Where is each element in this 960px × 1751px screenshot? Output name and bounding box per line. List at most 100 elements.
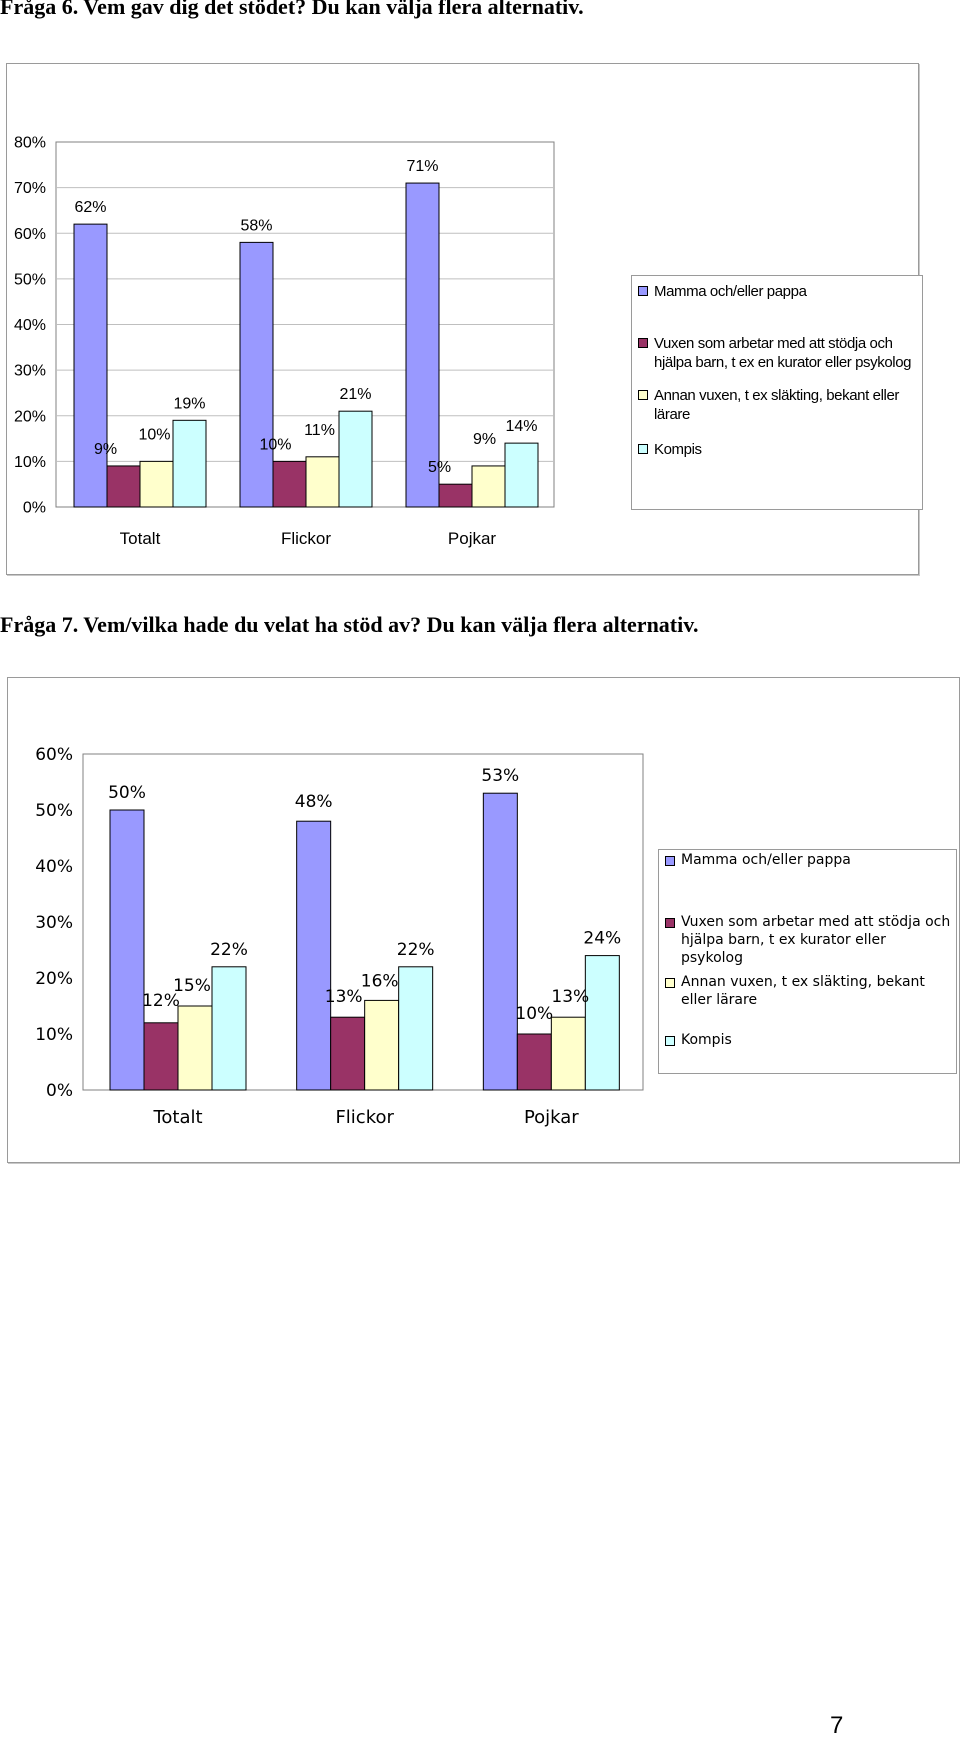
data-label: 10%: [259, 436, 291, 453]
data-label: 10%: [138, 426, 170, 443]
y-tick-label: 40%: [35, 857, 73, 877]
bar: [239, 241, 274, 508]
y-tick-label: 30%: [14, 363, 46, 380]
data-label: 62%: [74, 199, 106, 216]
x-category-label: Totalt: [120, 529, 161, 548]
data-label: 13%: [551, 987, 589, 1007]
legend-label: Annan vuxen, t ex släkting, bekant eller…: [681, 974, 925, 1008]
legend-item-mamma: Mamma och/eller pappa: [638, 282, 918, 301]
bar: [109, 809, 145, 1091]
data-label: 21%: [339, 386, 371, 403]
y-tick-label: 40%: [14, 317, 46, 334]
bar: [305, 456, 340, 508]
data-label: 15%: [173, 976, 211, 996]
data-label: 5%: [428, 459, 451, 476]
data-label: 48%: [295, 792, 333, 812]
x-category-label: Flickor: [281, 529, 331, 548]
bar: [330, 1016, 366, 1091]
bar: [296, 820, 332, 1091]
data-label: 22%: [397, 940, 435, 960]
data-label: 10%: [515, 1004, 553, 1024]
legend-item-kompis: Kompis: [665, 1032, 952, 1050]
y-tick-label: 50%: [35, 801, 73, 821]
bar: [504, 442, 539, 508]
y-tick-label: 10%: [14, 454, 46, 471]
legend-label: Mamma och/eller pappa: [654, 283, 807, 300]
legend-swatch: [638, 286, 648, 296]
bar: [272, 460, 307, 508]
legend-item-kompis: Kompis: [638, 440, 918, 459]
bar: [338, 410, 373, 508]
bar: [550, 1016, 586, 1091]
legend-label: Mamma och/eller pappa: [681, 852, 851, 868]
legend-swatch: [665, 918, 675, 928]
data-label: 71%: [406, 158, 438, 175]
legend-item-mamma: Mamma och/eller pappa: [665, 852, 952, 870]
bar: [139, 460, 174, 508]
chart-1-plot: 0% 10% 20% 30% 40% 50% 60% 70% 80% 62% 58% 71% 9% 10%…: [14, 135, 555, 548]
data-label: 12%: [142, 991, 180, 1011]
x-category-label: Totalt: [152, 1107, 202, 1128]
legend-swatch: [638, 390, 648, 400]
chart-2-legend: Mamma och/eller pappa Vuxen som arbetar …: [658, 849, 957, 1074]
legend-label: Annan vuxen, t ex släkting, bekant eller…: [654, 387, 899, 424]
y-tick-label: 60%: [35, 745, 73, 765]
bar: [73, 223, 108, 508]
legend-swatch: [638, 338, 648, 348]
data-label: 13%: [325, 987, 363, 1007]
chart-2-plot: 0%10%20%30%40%50%60%50% 48%53%12% 13%10%15…: [35, 745, 644, 1128]
bar: [482, 792, 518, 1091]
bar: [364, 999, 400, 1091]
data-label: 24%: [583, 929, 621, 949]
data-label: 22%: [210, 940, 248, 960]
chart-1-legend: Mamma och/eller pappa Vuxen som arbetar …: [631, 275, 923, 510]
bar: [471, 465, 506, 508]
y-tick-label: 50%: [14, 271, 46, 288]
y-tick-label: 0%: [23, 500, 46, 517]
bar: [172, 419, 207, 508]
y-tick-label: 80%: [14, 135, 46, 152]
chart-2-frame: 0% 10% 20% 30% 40% 50% 60% 50% 48% 53% 12% 13% 10% 15…: [7, 677, 960, 1163]
legend-label: Vuxen som arbetar med att stödja och hjä…: [654, 335, 912, 372]
x-category-label: Pojkar: [524, 1107, 579, 1128]
legend-item-annan: Annan vuxen, t ex släkting, bekant eller…: [665, 974, 952, 1010]
data-label: 16%: [361, 971, 399, 991]
y-tick-label: 20%: [35, 969, 73, 989]
legend-swatch: [665, 856, 675, 866]
page-number: 7: [830, 1712, 844, 1739]
data-label: 50%: [108, 783, 146, 803]
bar: [398, 966, 434, 1091]
y-tick-label: 10%: [35, 1025, 73, 1045]
data-label: 9%: [473, 431, 496, 448]
x-category-label: Flickor: [335, 1107, 394, 1128]
legend-swatch: [665, 978, 675, 988]
data-label: 58%: [240, 217, 272, 234]
legend-item-annan: Annan vuxen, t ex släkting, bekant eller…: [638, 386, 918, 424]
data-label: 14%: [505, 418, 537, 435]
question-7-heading: Fråga 7. Vem/vilka hade du velat ha stöd…: [0, 612, 699, 637]
data-label: 11%: [304, 422, 335, 439]
chart-1-frame: 0% 10% 20% 30% 40% 50% 60% 70% 80% 62% 58% 71% 9% 10%…: [6, 63, 923, 575]
legend-item-vuxen: Vuxen som arbetar med att stödja och hjä…: [638, 334, 918, 372]
bar: [516, 1033, 552, 1091]
bar: [177, 1005, 213, 1091]
bar: [405, 182, 440, 508]
legend-label: Vuxen som arbetar med att stödja och hjä…: [681, 914, 951, 966]
question-6-heading: Fråga 6. Vem gav dig det stödet? Du kan …: [0, 0, 584, 19]
y-tick-label: 0%: [46, 1081, 73, 1101]
data-label: 53%: [481, 766, 519, 786]
x-category-label: Pojkar: [448, 529, 497, 548]
legend-swatch: [665, 1036, 675, 1046]
bar: [438, 483, 473, 508]
y-tick-label: 60%: [14, 226, 46, 243]
legend-item-vuxen: Vuxen som arbetar med att stödja och hjä…: [665, 914, 952, 968]
bar: [143, 1022, 179, 1091]
y-tick-label: 30%: [35, 913, 73, 933]
legend-label: Kompis: [654, 441, 702, 458]
bar: [211, 966, 247, 1091]
data-label: 19%: [173, 395, 205, 412]
data-label: 9%: [94, 441, 117, 458]
y-tick-label: 70%: [14, 180, 46, 197]
bar: [106, 465, 141, 508]
legend-label: Kompis: [681, 1032, 732, 1048]
